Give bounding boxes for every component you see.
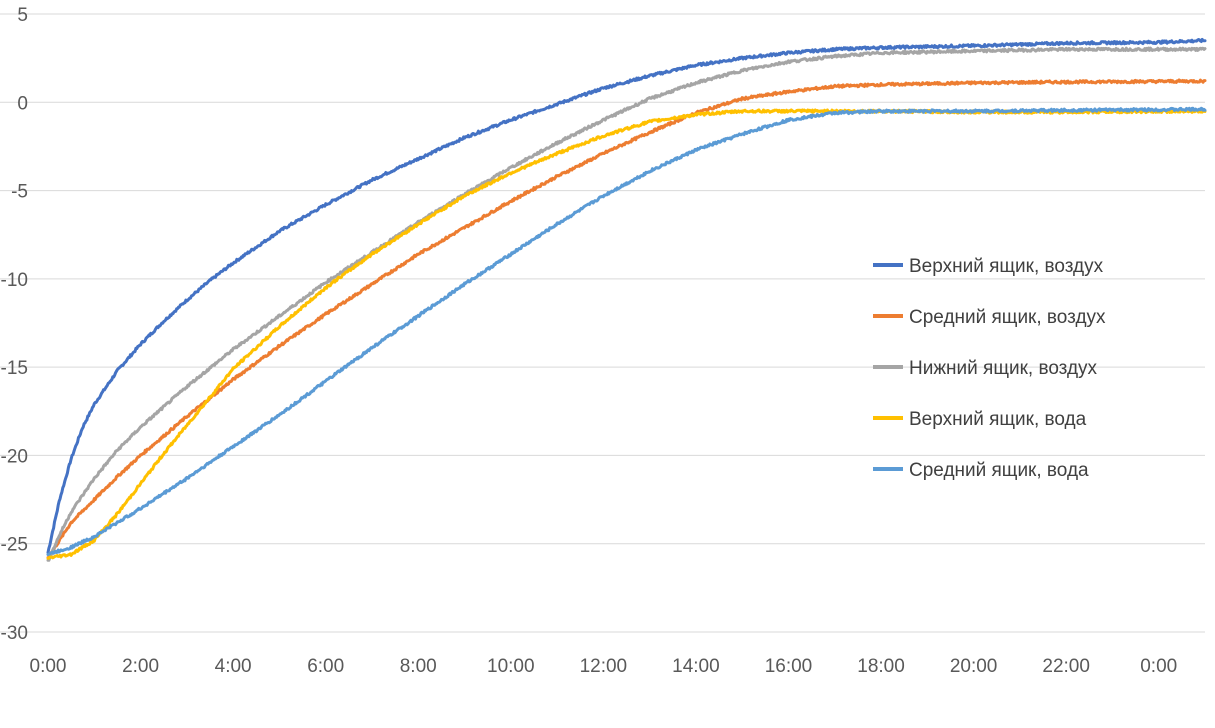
legend-label: Средний ящик, вода: [909, 460, 1089, 481]
x-tick-label: 0:00: [30, 656, 67, 677]
x-tick-label: 10:00: [487, 656, 535, 677]
gridlines: [0, 13, 1205, 633]
x-tick-label: 4:00: [215, 656, 252, 677]
x-tick-label: 18:00: [857, 656, 905, 677]
x-tick-label: 22:00: [1042, 656, 1090, 677]
series-line-3: [46, 108, 1207, 560]
y-axis-tick-labels: 5 0 -5 -10 -15 -20 -25 -30: [1, 5, 28, 644]
y-tick-label: -20: [1, 446, 28, 467]
series-lines: [46, 37, 1207, 562]
x-tick-label: 14:00: [672, 656, 720, 677]
x-tick-label: 2:00: [122, 656, 159, 677]
y-tick-label: -10: [1, 270, 28, 291]
legend-label: Средний ящик, воздух: [909, 307, 1106, 328]
x-tick-label: 6:00: [307, 656, 344, 677]
y-tick-label: -30: [1, 623, 28, 644]
x-tick-label: 8:00: [400, 656, 437, 677]
y-tick-label: -15: [1, 358, 28, 379]
y-tick-label: -25: [1, 535, 28, 556]
x-tick-label: 12:00: [580, 656, 628, 677]
series-line-0: [46, 37, 1207, 555]
y-tick-label: 5: [17, 5, 28, 26]
legend-label: Верхний ящик, вода: [909, 409, 1087, 430]
legend-label: Верхний ящик, воздух: [909, 256, 1104, 277]
x-tick-label: 20:00: [950, 656, 998, 677]
series-line-2: [46, 46, 1207, 562]
y-tick-label: 0: [17, 93, 28, 114]
x-tick-label: 16:00: [765, 656, 813, 677]
legend: Верхний ящик, воздух Средний ящик, воздух…: [873, 256, 1106, 481]
legend-label: Нижний ящик, воздух: [909, 358, 1098, 379]
series-line-1: [46, 78, 1207, 560]
y-tick-label: -5: [11, 182, 28, 203]
x-axis-tick-labels: 0:00 2:00 4:00 6:00 8:00 10:00 12:00 14:00 16:00…: [30, 656, 1178, 677]
series-line-4: [46, 106, 1207, 557]
x-tick-label: 0:00: [1140, 656, 1177, 677]
